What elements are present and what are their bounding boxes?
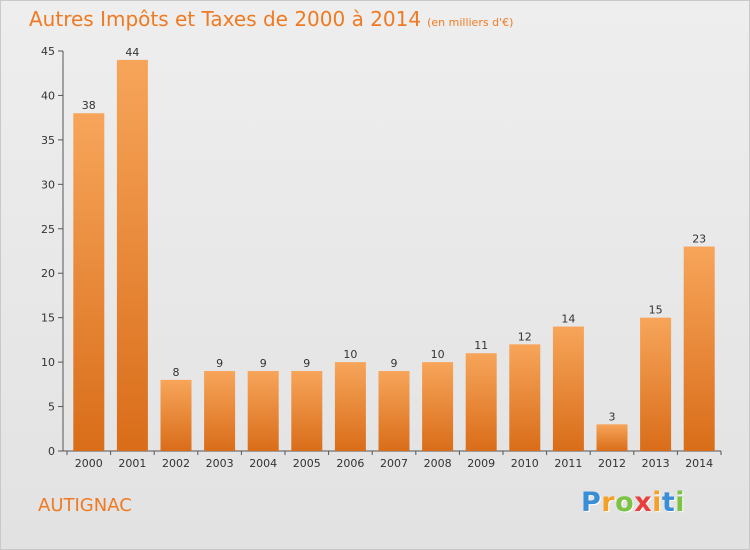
y-tick-label: 20 (41, 267, 55, 280)
value-label-2006: 10 (343, 348, 357, 361)
chart-subtitle: (en milliers d'€) (427, 16, 514, 29)
bar-2000 (73, 113, 105, 451)
bar-2012 (596, 424, 628, 451)
value-label-2000: 38 (82, 99, 96, 112)
logo-letter: i (652, 487, 662, 518)
commune-name: AUTIGNAC (38, 495, 132, 516)
value-label-2002: 8 (173, 366, 180, 379)
x-tick-label-2009: 2009 (467, 457, 495, 470)
x-tick-label-2011: 2011 (554, 457, 582, 470)
x-tick-label-2000: 2000 (75, 457, 103, 470)
chart-title: Autres Impôts et Taxes de 2000 à 2014 (en… (29, 7, 513, 31)
value-label-2004: 9 (260, 357, 267, 370)
bar-2011 (552, 326, 584, 451)
x-tick-label-2013: 2013 (642, 457, 670, 470)
x-tick-label-2007: 2007 (380, 457, 408, 470)
x-tick-label-2010: 2010 (511, 457, 539, 470)
value-label-2010: 12 (518, 330, 532, 343)
value-label-2001: 44 (125, 46, 139, 59)
logo-letter: t (661, 487, 676, 518)
x-tick-label-2005: 2005 (293, 457, 321, 470)
bar-2006 (334, 362, 366, 451)
logo-letter: o (615, 487, 635, 518)
bar-2007 (378, 371, 410, 451)
logo-letter: x (634, 487, 653, 518)
bar-2014 (683, 246, 715, 451)
y-tick-label: 15 (41, 312, 55, 325)
value-label-2008: 10 (431, 348, 445, 361)
value-label-2012: 3 (609, 410, 616, 423)
value-label-2003: 9 (216, 357, 223, 370)
y-tick-label: 40 (41, 89, 55, 102)
bar-2008 (422, 362, 454, 451)
bar-2003 (204, 371, 236, 451)
title-text: Autres Impôts et Taxes de 2000 à 2014 (29, 7, 422, 31)
logo-letter: P (581, 487, 602, 518)
logo-letter: r (601, 487, 616, 518)
bar-2005 (291, 371, 323, 451)
x-tick-label-2012: 2012 (598, 457, 626, 470)
y-tick-label: 0 (48, 445, 55, 458)
bar-2010 (509, 344, 541, 451)
x-tick-label-2014: 2014 (685, 457, 713, 470)
y-tick-label: 10 (41, 356, 55, 369)
bar-2009 (465, 353, 497, 451)
x-tick-label-2006: 2006 (336, 457, 364, 470)
y-tick-label: 30 (41, 178, 55, 191)
x-tick-label-2008: 2008 (424, 457, 452, 470)
bar-2001 (116, 59, 148, 452)
y-tick-label: 5 (48, 401, 55, 414)
value-label-2009: 11 (474, 339, 488, 352)
x-tick-label-2003: 2003 (206, 457, 234, 470)
bar-2013 (640, 317, 672, 451)
value-label-2014: 23 (692, 233, 706, 246)
value-label-2005: 9 (303, 357, 310, 370)
y-tick-label: 35 (41, 134, 55, 147)
value-label-2013: 15 (649, 304, 663, 317)
y-tick-label: 25 (41, 223, 55, 236)
y-tick-label: 45 (41, 45, 55, 58)
bar-2004 (247, 371, 279, 451)
logo-letter: i (675, 487, 686, 518)
value-label-2007: 9 (391, 357, 398, 370)
x-tick-label-2004: 2004 (249, 457, 277, 470)
x-tick-label-2001: 2001 (118, 457, 146, 470)
chart-bars (73, 59, 715, 452)
proxiti-logo: Proxiti (581, 487, 685, 518)
value-label-2011: 14 (561, 313, 575, 326)
bar-2002 (160, 379, 192, 451)
chart-labels: 38 2000 44 2001 8 2002 9 2003 9 2004 9 2005 10 2006 9 2… (75, 46, 713, 470)
x-tick-label-2002: 2002 (162, 457, 190, 470)
